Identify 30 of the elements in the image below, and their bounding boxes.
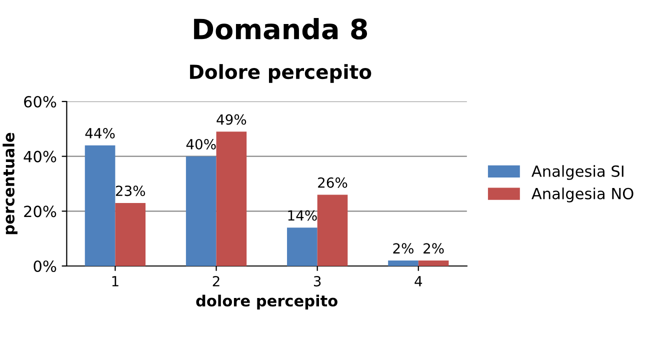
bar <box>317 194 348 266</box>
x-axis-title: dolore percepito <box>196 294 338 310</box>
bar <box>418 260 449 266</box>
legend-label: Analgesia NO <box>532 188 634 202</box>
bar <box>216 132 247 266</box>
y-tick-label: 0% <box>34 260 56 272</box>
x-tick-label: 3 <box>314 276 321 286</box>
y-tick-label: 40% <box>24 150 56 162</box>
data-label: 40% <box>186 138 216 150</box>
bar <box>115 202 146 266</box>
legend-label: Analgesia SI <box>532 165 624 180</box>
x-tick-label: 1 <box>112 276 118 286</box>
bar <box>287 228 318 266</box>
bar <box>388 260 418 266</box>
data-label: 2% <box>424 243 444 254</box>
y-tick-label: 20% <box>24 206 56 218</box>
bar <box>186 156 216 266</box>
data-label: 49% <box>216 114 246 125</box>
x-tick-label: 4 <box>414 276 422 286</box>
data-label: 14% <box>288 210 317 221</box>
data-label: 26% <box>318 177 348 188</box>
data-label: 2% <box>393 243 414 254</box>
bar <box>84 145 116 266</box>
y-tick-label: 60% <box>24 96 56 108</box>
y-axis-title: percentuale <box>2 132 18 234</box>
data-label: 23% <box>116 186 146 196</box>
chart-subtitle: Dolore percepito <box>190 64 372 83</box>
chart-title: Domanda 8 <box>194 18 368 40</box>
x-tick-label: 2 <box>212 276 220 286</box>
data-label: 44% <box>85 128 115 139</box>
